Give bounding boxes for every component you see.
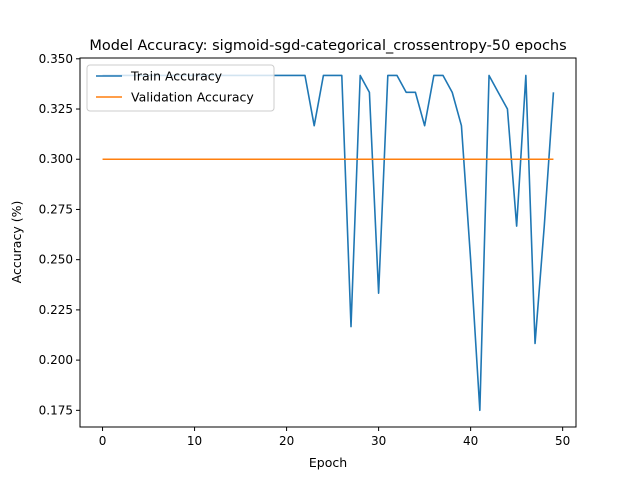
legend-box: [86, 64, 275, 112]
series-line-train-accuracy: [102, 74, 555, 412]
y-axis-label: Accuracy (%): [9, 201, 24, 284]
x-tick-label: 40: [463, 434, 478, 448]
x-axis: 0 10 20 30 40 50: [99, 427, 570, 448]
y-tick-label: 0.200: [39, 353, 73, 367]
y-tick-label: 0.350: [39, 52, 73, 66]
y-tick-label: 0.225: [39, 303, 73, 317]
y-tick-label: 0.250: [39, 253, 73, 267]
legend-label-validation: Validation Accuracy: [131, 90, 254, 105]
axes-frame: [79, 57, 577, 428]
x-tick-label: 50: [555, 434, 570, 448]
x-tick-label: 30: [371, 434, 386, 448]
x-tick-label: 10: [187, 434, 202, 448]
x-axis-label: Epoch: [309, 455, 347, 470]
y-axis: 0.175 0.200 0.225 0.250 0.275 0.300 0.325 0.350: [39, 52, 80, 417]
legend-label-train: Train Accuracy: [130, 69, 223, 84]
y-tick-label: 0.325: [39, 102, 73, 116]
y-tick-label: 0.175: [39, 403, 73, 417]
plot-area: [102, 74, 555, 412]
y-tick-label: 0.300: [39, 152, 73, 166]
chart-title: Model Accuracy: sigmoid-sgd-categorical_…: [89, 38, 566, 54]
x-tick-label: 0: [99, 434, 107, 448]
x-tick-label: 20: [279, 434, 294, 448]
y-tick-label: 0.275: [39, 202, 73, 216]
legend: Train Accuracy Validation Accuracy: [86, 64, 275, 112]
